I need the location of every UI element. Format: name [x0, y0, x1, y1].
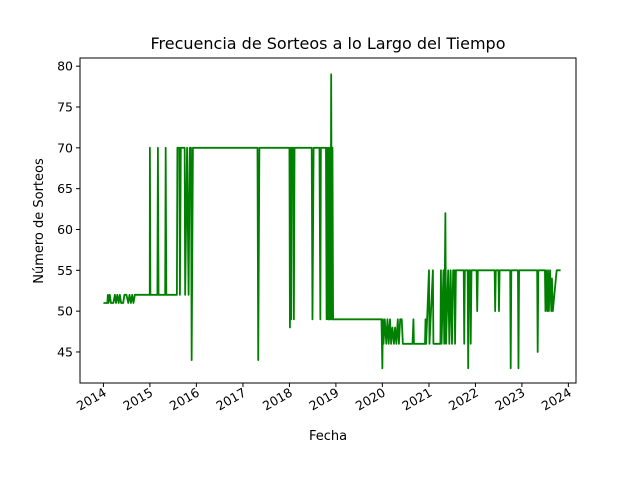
y-axis-title: Número de Sorteos — [32, 158, 47, 284]
y-tick-label: 45 — [57, 344, 73, 359]
y-tick-label: 80 — [57, 59, 73, 74]
plot-area — [79, 57, 577, 384]
y-tick-label: 50 — [57, 304, 73, 319]
chart-title: Frecuencia de Sorteos a lo Largo del Tie… — [151, 34, 506, 53]
y-tick-label: 55 — [57, 263, 73, 278]
y-tick-label: 60 — [57, 222, 73, 237]
x-axis-title: Fecha — [309, 429, 347, 444]
plot-frame — [79, 57, 577, 384]
series-line-0 — [103, 73, 561, 370]
y-axis: 45 50 55 60 65 70 75 80 — [57, 59, 80, 359]
y-tick-label: 65 — [57, 181, 73, 196]
y-tick-label: 70 — [57, 140, 73, 155]
y-tick-label: 75 — [57, 99, 73, 114]
